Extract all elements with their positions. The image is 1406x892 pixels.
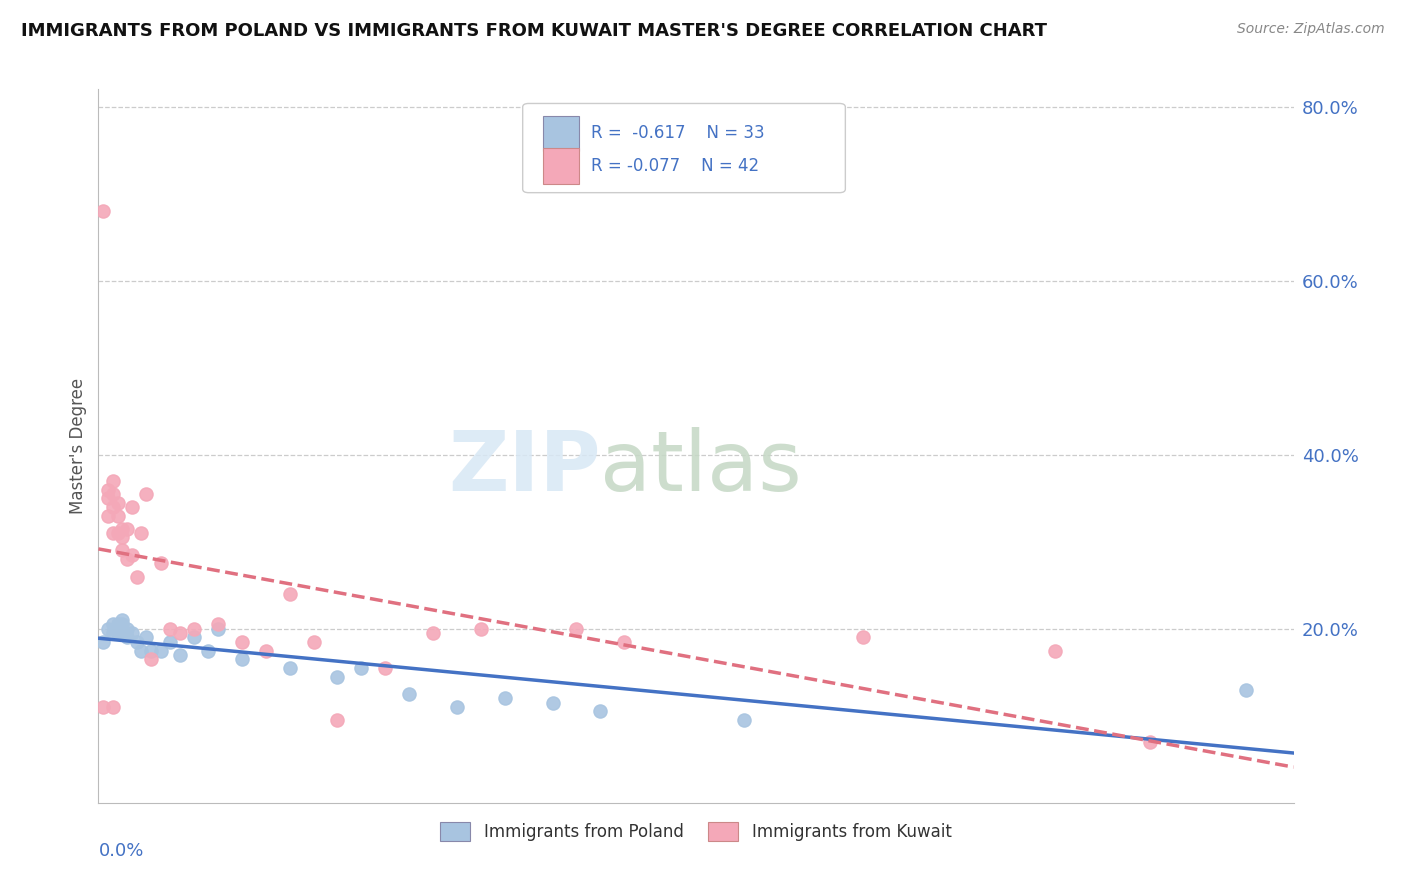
Point — [107, 495, 129, 509]
Point — [107, 617, 129, 632]
Point — [374, 661, 396, 675]
Point — [231, 652, 253, 666]
Point — [326, 713, 349, 727]
Legend: Immigrants from Poland, Immigrants from Kuwait: Immigrants from Poland, Immigrants from … — [433, 815, 959, 848]
Point — [125, 569, 148, 583]
Point — [101, 474, 124, 488]
Point — [115, 622, 138, 636]
Point — [135, 631, 157, 645]
Point — [101, 617, 124, 632]
Point — [111, 617, 134, 632]
Point — [121, 548, 143, 562]
Point — [169, 626, 191, 640]
Point — [589, 705, 612, 719]
Point — [131, 643, 153, 657]
FancyBboxPatch shape — [523, 103, 845, 193]
Point — [97, 483, 120, 497]
Text: 0.0%: 0.0% — [98, 842, 143, 860]
Point — [139, 643, 162, 657]
Point — [278, 587, 301, 601]
Y-axis label: Master's Degree: Master's Degree — [69, 378, 87, 514]
Point — [159, 635, 181, 649]
Point — [350, 661, 373, 675]
Point — [121, 626, 143, 640]
Point — [115, 522, 138, 536]
Point — [101, 500, 124, 514]
Point — [91, 700, 114, 714]
Text: ZIP: ZIP — [449, 427, 600, 508]
Point — [149, 557, 172, 571]
Point — [541, 696, 564, 710]
Point — [111, 522, 134, 536]
Point — [183, 622, 205, 636]
Point — [398, 687, 420, 701]
Point — [494, 691, 516, 706]
Text: R =  -0.617    N = 33: R = -0.617 N = 33 — [591, 125, 765, 143]
FancyBboxPatch shape — [543, 116, 579, 152]
Point — [207, 622, 229, 636]
Point — [733, 713, 755, 727]
Point — [1234, 682, 1257, 697]
Point — [115, 552, 138, 566]
Point — [101, 700, 124, 714]
Text: IMMIGRANTS FROM POLAND VS IMMIGRANTS FROM KUWAIT MASTER'S DEGREE CORRELATION CHA: IMMIGRANTS FROM POLAND VS IMMIGRANTS FRO… — [21, 22, 1047, 40]
Point — [111, 626, 134, 640]
Point — [446, 700, 468, 714]
Text: atlas: atlas — [600, 427, 801, 508]
Point — [107, 526, 129, 541]
Point — [97, 622, 120, 636]
Point — [111, 543, 134, 558]
Point — [91, 204, 114, 219]
Point — [121, 500, 143, 514]
Point — [111, 530, 134, 544]
Point — [131, 526, 153, 541]
Point — [159, 622, 181, 636]
Text: Source: ZipAtlas.com: Source: ZipAtlas.com — [1237, 22, 1385, 37]
Point — [254, 643, 277, 657]
Point — [135, 487, 157, 501]
Point — [97, 508, 120, 523]
Point — [278, 661, 301, 675]
Point — [1139, 735, 1161, 749]
Point — [111, 613, 134, 627]
Point — [101, 487, 124, 501]
Point — [107, 508, 129, 523]
Point — [207, 617, 229, 632]
Point — [1043, 643, 1066, 657]
Point — [139, 652, 162, 666]
Point — [107, 626, 129, 640]
Point — [470, 622, 492, 636]
Point — [326, 670, 349, 684]
Point — [97, 491, 120, 506]
Point — [565, 622, 588, 636]
Point — [197, 643, 219, 657]
FancyBboxPatch shape — [543, 148, 579, 184]
Point — [91, 635, 114, 649]
Point — [613, 635, 636, 649]
Text: R = -0.077    N = 42: R = -0.077 N = 42 — [591, 157, 759, 175]
Point — [169, 648, 191, 662]
Point — [852, 631, 875, 645]
Point — [231, 635, 253, 649]
Point — [125, 635, 148, 649]
Point — [302, 635, 325, 649]
Point — [101, 526, 124, 541]
Point — [101, 626, 124, 640]
Point — [183, 631, 205, 645]
Point — [115, 631, 138, 645]
Point — [422, 626, 444, 640]
Point — [149, 643, 172, 657]
